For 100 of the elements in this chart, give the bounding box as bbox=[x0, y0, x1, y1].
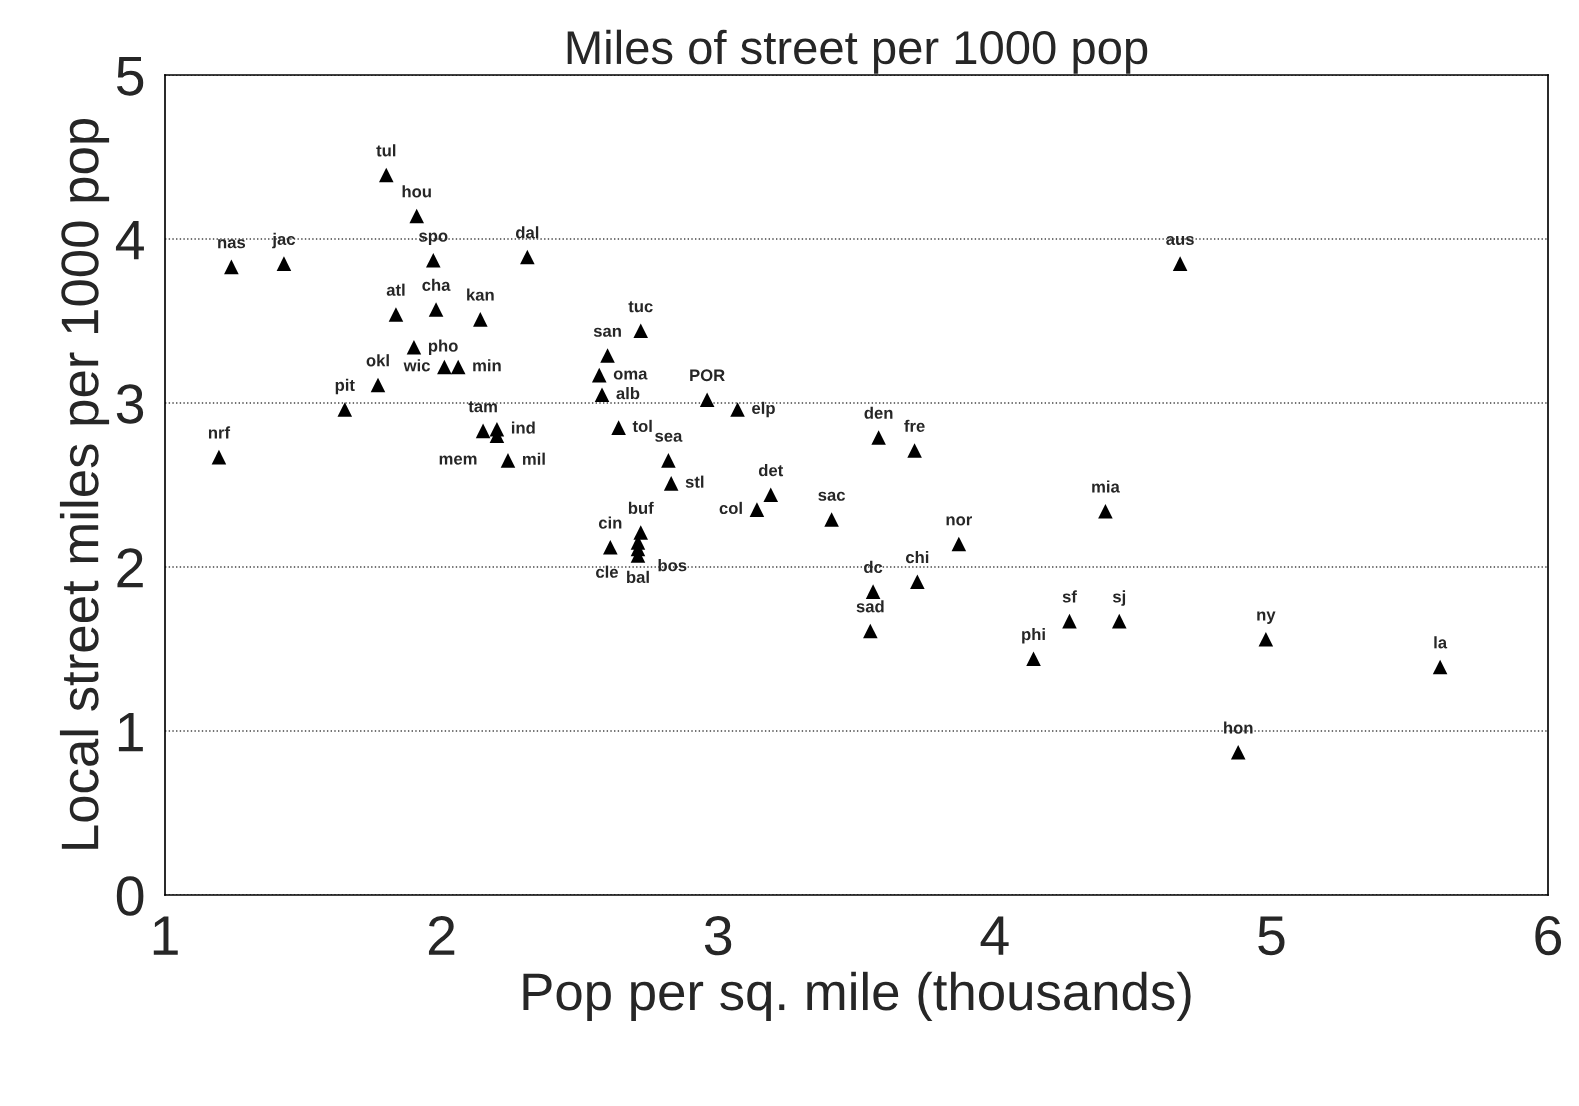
annotation: ind bbox=[511, 421, 535, 434]
point bbox=[1111, 613, 1127, 629]
annotation: bal bbox=[627, 570, 649, 584]
y-tick-label: 3 bbox=[116, 384, 144, 424]
annotation: pit bbox=[335, 378, 355, 395]
annotation: sj bbox=[1112, 590, 1126, 606]
point bbox=[951, 536, 967, 552]
annotation: den bbox=[864, 406, 893, 419]
point bbox=[824, 512, 839, 527]
annotation: fre bbox=[904, 419, 925, 432]
point bbox=[594, 387, 610, 403]
annotation: hou bbox=[402, 185, 431, 198]
y-tick-label: 4 bbox=[115, 220, 144, 260]
annotation: stl bbox=[685, 475, 704, 488]
annotation: elp bbox=[752, 401, 775, 418]
annotation: alb bbox=[616, 387, 640, 400]
point bbox=[633, 323, 649, 339]
annotation: det bbox=[758, 464, 784, 477]
point bbox=[1062, 613, 1077, 629]
annotation: mem bbox=[439, 455, 477, 465]
annotation: mil bbox=[522, 452, 545, 465]
annotation: atl bbox=[386, 283, 405, 296]
annotation: tuc bbox=[628, 301, 653, 313]
point bbox=[409, 208, 424, 224]
annotation: nor bbox=[946, 516, 973, 526]
point bbox=[865, 584, 881, 599]
point bbox=[337, 402, 353, 417]
point bbox=[428, 302, 444, 317]
point bbox=[500, 453, 516, 468]
point bbox=[1258, 631, 1274, 647]
x-tick-label: 4 bbox=[980, 916, 1009, 955]
point bbox=[591, 367, 607, 383]
point bbox=[211, 449, 227, 465]
point bbox=[1432, 659, 1448, 675]
annotation: oma bbox=[613, 370, 648, 380]
point bbox=[910, 574, 925, 590]
annotation: buf bbox=[628, 501, 654, 514]
annotation: nrf bbox=[208, 426, 231, 439]
point bbox=[379, 167, 394, 183]
point bbox=[663, 476, 679, 491]
chart-title: Miles of street per 1000 pop bbox=[567, 29, 1148, 74]
annotation: dc bbox=[864, 560, 883, 574]
point bbox=[699, 392, 715, 407]
point bbox=[1098, 503, 1113, 519]
annotation: pho bbox=[428, 339, 458, 356]
annotation: tol bbox=[632, 419, 652, 433]
x-tick-label: 3 bbox=[704, 915, 732, 956]
point bbox=[603, 540, 618, 555]
point bbox=[1172, 256, 1188, 271]
point bbox=[520, 249, 535, 265]
annotation: jac bbox=[272, 232, 296, 249]
point bbox=[406, 339, 422, 355]
x-tick-label: 6 bbox=[1535, 915, 1562, 956]
point bbox=[730, 402, 745, 417]
annotation: sea bbox=[655, 432, 683, 442]
point bbox=[276, 256, 292, 271]
annotation: dal bbox=[515, 226, 539, 239]
annotation: aus bbox=[1166, 235, 1194, 246]
annotation: okl bbox=[366, 354, 389, 367]
annotation: min bbox=[473, 359, 501, 372]
y-tick-label: 1 bbox=[118, 712, 143, 752]
annotation: mia bbox=[1092, 480, 1120, 493]
point bbox=[1230, 745, 1246, 760]
point bbox=[473, 312, 488, 327]
annotation: bos bbox=[658, 559, 687, 572]
annotation: spo bbox=[419, 232, 448, 246]
point bbox=[370, 377, 386, 393]
point bbox=[450, 359, 466, 375]
point bbox=[661, 453, 676, 468]
y-axis-title: Local street miles per 1000 pop bbox=[59, 118, 110, 849]
point bbox=[611, 420, 626, 435]
point bbox=[437, 359, 452, 375]
point bbox=[475, 423, 491, 439]
annotation: cin bbox=[598, 516, 622, 529]
point bbox=[388, 307, 404, 322]
annotation: la bbox=[1434, 636, 1448, 649]
x-tick-label: 2 bbox=[428, 915, 455, 955]
point bbox=[224, 259, 239, 275]
annotation: cha bbox=[422, 278, 451, 291]
point bbox=[1026, 651, 1041, 667]
annotation: kan bbox=[467, 288, 494, 301]
annotation: sf bbox=[1062, 590, 1077, 603]
annotation: san bbox=[593, 327, 621, 337]
annotation: wic bbox=[403, 359, 430, 372]
annotation: ny bbox=[1257, 611, 1276, 624]
x-tick-label: 5 bbox=[1258, 916, 1285, 956]
y-tick-label: 5 bbox=[116, 56, 144, 96]
annotation: POR bbox=[690, 369, 725, 382]
annotation: sad bbox=[856, 600, 884, 613]
y-tick-label: 2 bbox=[117, 548, 143, 588]
point bbox=[600, 348, 615, 363]
point bbox=[871, 430, 886, 445]
point bbox=[763, 487, 779, 503]
point bbox=[426, 253, 441, 268]
annotation: tul bbox=[376, 144, 396, 157]
annotation: col bbox=[719, 501, 742, 515]
annotation: hon bbox=[1224, 721, 1253, 734]
annotation: nas bbox=[218, 239, 246, 249]
x-axis-title: Pop per sq. mile (thousands) bbox=[523, 971, 1191, 1021]
point bbox=[863, 623, 878, 639]
